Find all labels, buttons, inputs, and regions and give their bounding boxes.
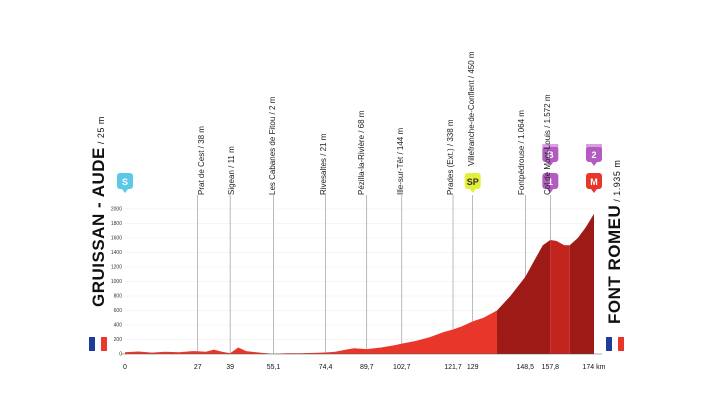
y-tick-1000: 1000 [111, 279, 122, 285]
sprint-badge-pointer [469, 189, 476, 193]
finish-badge-text: M [590, 177, 598, 187]
y-tick-2000: 2000 [111, 207, 122, 213]
place-label-col-de-mont-louis: Col de Mont-Louis / 1.572 m [543, 94, 552, 196]
start-alt: 25 m [96, 116, 106, 139]
x-tick-label: 39 [226, 364, 234, 371]
col-category-badge-shape [542, 173, 559, 189]
x-tick-label: 121,7 [444, 364, 462, 371]
bonus-badge-text: B [547, 150, 554, 160]
finish-cap-pattern [586, 144, 602, 147]
x-tick-label: 148,5 [517, 364, 535, 371]
place-label-pezilla: Pézilla-la-Rivière / 68 m [357, 110, 366, 195]
place-label-prades: Prades (Ext.) / 338 m [446, 119, 455, 195]
x-tick-label: 74,4 [319, 364, 333, 371]
start-badge: S [117, 173, 133, 193]
x-tick-label: 157,8 [542, 364, 560, 371]
y-tick-200: 200 [114, 337, 123, 343]
place-label-ille-sur-tet: Ille-sur-Têt / 144 m [396, 127, 405, 195]
y-tick-1400: 1400 [111, 250, 122, 256]
col-category-badge-text: 1 [548, 177, 553, 187]
finish-name: FONT ROMEU [605, 204, 624, 324]
sprint-badge-shape [464, 173, 481, 189]
start-badge-text: S [122, 177, 128, 187]
x-tick-label: 89,7 [360, 364, 374, 371]
profile-segment-descent [550, 240, 570, 354]
finish-badge-shape [586, 173, 602, 189]
finish-name-label: FONT ROMEU / 1.935 m [605, 159, 624, 324]
y-tick-1800: 1800 [111, 221, 122, 227]
place-label-prat-de-cest: Prat de Cest / 38 m [197, 126, 206, 195]
profile-segment-flat [125, 310, 497, 354]
y-tick-400: 400 [114, 323, 123, 329]
finish-category-badge-shape [586, 146, 602, 162]
x-tick-label: 102,7 [393, 364, 411, 371]
place-label-rivesaltes: Rivesaltes / 21 m [319, 133, 328, 195]
bonus-badge-pointer [547, 162, 554, 166]
start-badge-pointer [122, 189, 128, 193]
sprint-badge-text: SP [467, 177, 479, 187]
bonus-cap-pattern [542, 144, 559, 147]
finish-alt: 1.935 m [612, 159, 622, 196]
y-tick-0: 0 [119, 352, 122, 358]
y-tick-1600: 1600 [111, 236, 122, 242]
bonus-badge: B [542, 146, 559, 166]
finish-category-badge-pointer [591, 162, 597, 166]
place-label-sigean: Sigean / 11 m [227, 146, 236, 195]
place-label-fontpedrouse: Fontpédrouse / 1.064 m [517, 110, 526, 195]
y-tick-600: 600 [114, 308, 123, 314]
y-tick-1200: 1200 [111, 265, 122, 271]
x-tick-label: 27 [194, 364, 202, 371]
col-category-badge-pointer [547, 189, 554, 193]
y-tick-800: 800 [114, 294, 123, 300]
profile-segment-climb-1 [496, 240, 551, 354]
finish-badge: M [586, 173, 602, 193]
profile-segment-climb-2 [569, 213, 594, 354]
place-label-villefranche: Villefranche-de-Conflent / 450 m [467, 51, 476, 166]
finish-category-badge-text: 2 [591, 150, 596, 160]
start-name-label: GRUISSAN - AUDE / 25 m [89, 116, 108, 307]
x-tick-label: 55,1 [267, 364, 281, 371]
place-label-les-cabanes-de-fitou: Les Cabanes de Fitou / 2 m [268, 96, 277, 195]
start-flag-icon [89, 337, 107, 351]
start-badge-shape [117, 173, 133, 189]
start-name: GRUISSAN - AUDE [89, 147, 108, 307]
x-tick-label: 174 km [583, 364, 606, 371]
sprint-badge: SP [464, 173, 481, 193]
x-tick-label: 129 [467, 364, 479, 371]
x-tick-label: 0 [123, 364, 127, 371]
finish-category-badge: 2 [586, 146, 602, 166]
finish-flag-icon [606, 337, 624, 351]
bonus-badge-shape [542, 146, 559, 162]
col-category-badge: 1 [542, 173, 559, 193]
finish-badge-pointer [591, 189, 597, 193]
